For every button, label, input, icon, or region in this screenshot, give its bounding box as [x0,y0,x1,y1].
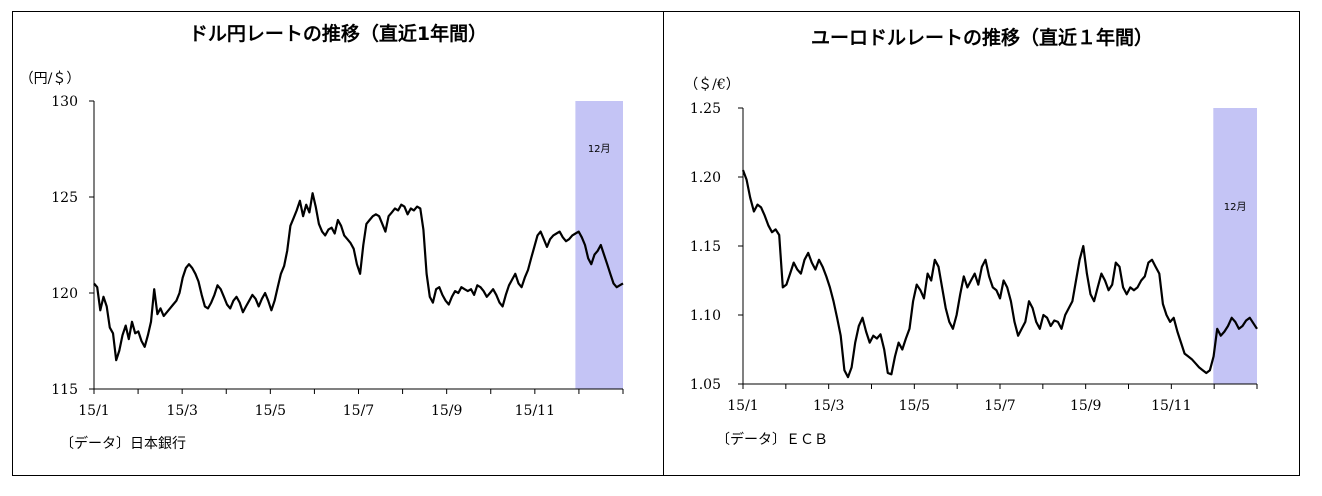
december-highlight-band [575,101,623,389]
x-tick-label: 15/9 [431,403,462,419]
x-tick-label: 15/5 [899,398,930,414]
usdjpy-panel: ドル円レートの推移（直近1年間） （円/＄） 〔データ〕日本銀行 12月 130 1… [12,12,663,475]
figure-frame [12,11,1300,476]
y-tick-label: 120 [51,286,78,302]
y-tick-label: 125 [51,190,78,206]
x-tick-label: 15/7 [984,398,1015,414]
y-tick-label: 130 [51,94,78,110]
y-tick-label: 1.10 [690,308,721,324]
series-line [93,192,624,362]
x-tick-label: 15/1 [727,398,758,414]
eurusd-panel: ユーロドルレートの推移（直近１年間） （＄/€） 〔データ〕ＥＣＢ 12月 1.2… [664,12,1300,475]
x-tick-label: 15/9 [1070,398,1101,414]
x-tick-label: 15/3 [166,403,197,419]
x-tick-label: 15/1 [78,403,109,419]
x-tick-label: 15/3 [813,398,844,414]
eurusd-chart: ユーロドルレートの推移（直近１年間） （＄/€） 〔データ〕ＥＣＢ 12月 1.2… [684,26,1258,448]
y-unit-label: （円/＄） [20,71,81,87]
series-line [741,169,1258,379]
x-tick-label: 15/11 [515,403,555,419]
y-unit-label: （＄/€） [684,77,740,93]
y-tick-label: 1.20 [690,170,721,186]
highlight-band-label: 12月 [588,143,611,155]
x-tick-label: 15/11 [1151,398,1191,414]
source-note: 〔データ〕ＥＣＢ [716,431,828,448]
chart-title: ユーロドルレートの推移（直近１年間） [811,26,1153,49]
usdjpy-chart: ドル円レートの推移（直近1年間） （円/＄） 〔データ〕日本銀行 12月 130 1… [20,22,624,452]
source-note: 〔データ〕日本銀行 [60,435,186,452]
chart-title: ドル円レートの推移（直近1年間） [189,22,487,45]
panel-divider [663,11,664,476]
x-tick-label: 15/7 [343,403,374,419]
x-tick-label: 15/5 [255,403,286,419]
y-tick-label: 1.25 [690,101,721,117]
y-tick-label: 1.05 [690,377,721,393]
december-highlight-band [1213,108,1257,384]
y-tick-label: 115 [51,382,78,398]
y-tick-label: 1.15 [690,239,721,255]
highlight-band-label: 12月 [1224,201,1247,213]
